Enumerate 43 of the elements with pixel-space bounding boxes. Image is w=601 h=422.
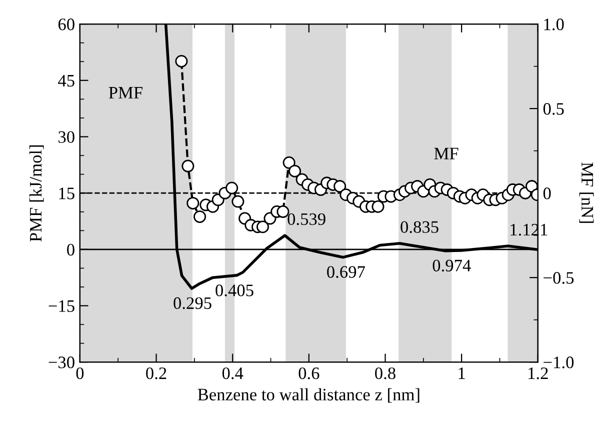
- point: [194, 210, 206, 223]
- y2-tick-label: 0: [543, 188, 551, 200]
- x-tick-label: 0: [76, 367, 84, 380]
- y-tick-label: 30: [58, 131, 74, 143]
- series-label: MF: [434, 148, 458, 160]
- point: [232, 195, 244, 208]
- point: [182, 160, 194, 172]
- x-axis-title: Benzene to wall distance z [nm]: [198, 388, 420, 403]
- x-tick-label: 1: [458, 368, 465, 379]
- y2-tick-label: −1.0: [544, 356, 574, 368]
- point: [276, 205, 290, 218]
- annotation: 0.835: [400, 221, 438, 233]
- series-label: PMF: [108, 87, 142, 98]
- annotation: 0.974: [432, 260, 471, 272]
- point: [175, 54, 188, 68]
- annotation: 0.697: [327, 266, 365, 278]
- y2-tick-label: −0.5: [544, 272, 574, 284]
- x-tick-label: 1.2: [528, 367, 548, 380]
- x-tick-label: 0.2: [146, 367, 166, 380]
- point: [282, 156, 296, 169]
- annotation: 0.539: [288, 213, 326, 226]
- y-axis-title: PMF [kJ/mol]: [29, 145, 44, 242]
- y-tick-label: −30: [48, 356, 74, 368]
- point: [256, 220, 269, 234]
- y-tick-label: 0: [67, 244, 74, 256]
- y2-tick-label: 0.5: [543, 103, 564, 115]
- point: [186, 196, 200, 210]
- point: [226, 182, 238, 194]
- point: [526, 180, 538, 193]
- point: [372, 200, 384, 213]
- y-tick-label: 15: [59, 188, 74, 200]
- y-tick-label: −15: [48, 300, 74, 312]
- annotation: 0.295: [174, 297, 212, 310]
- annotation: 0.405: [216, 284, 254, 296]
- y-tick-label: 60: [58, 18, 74, 30]
- x-tick-label: 0.6: [298, 367, 320, 380]
- point: [288, 164, 302, 178]
- y2-axis-title: MF [nN]: [579, 162, 594, 223]
- y-tick-label: 45: [58, 74, 74, 87]
- point: [334, 180, 346, 193]
- x-tick-label: 0.4: [222, 367, 244, 380]
- y2-tick-label: 1.0: [544, 18, 564, 30]
- x-tick-label: 0.8: [375, 367, 396, 380]
